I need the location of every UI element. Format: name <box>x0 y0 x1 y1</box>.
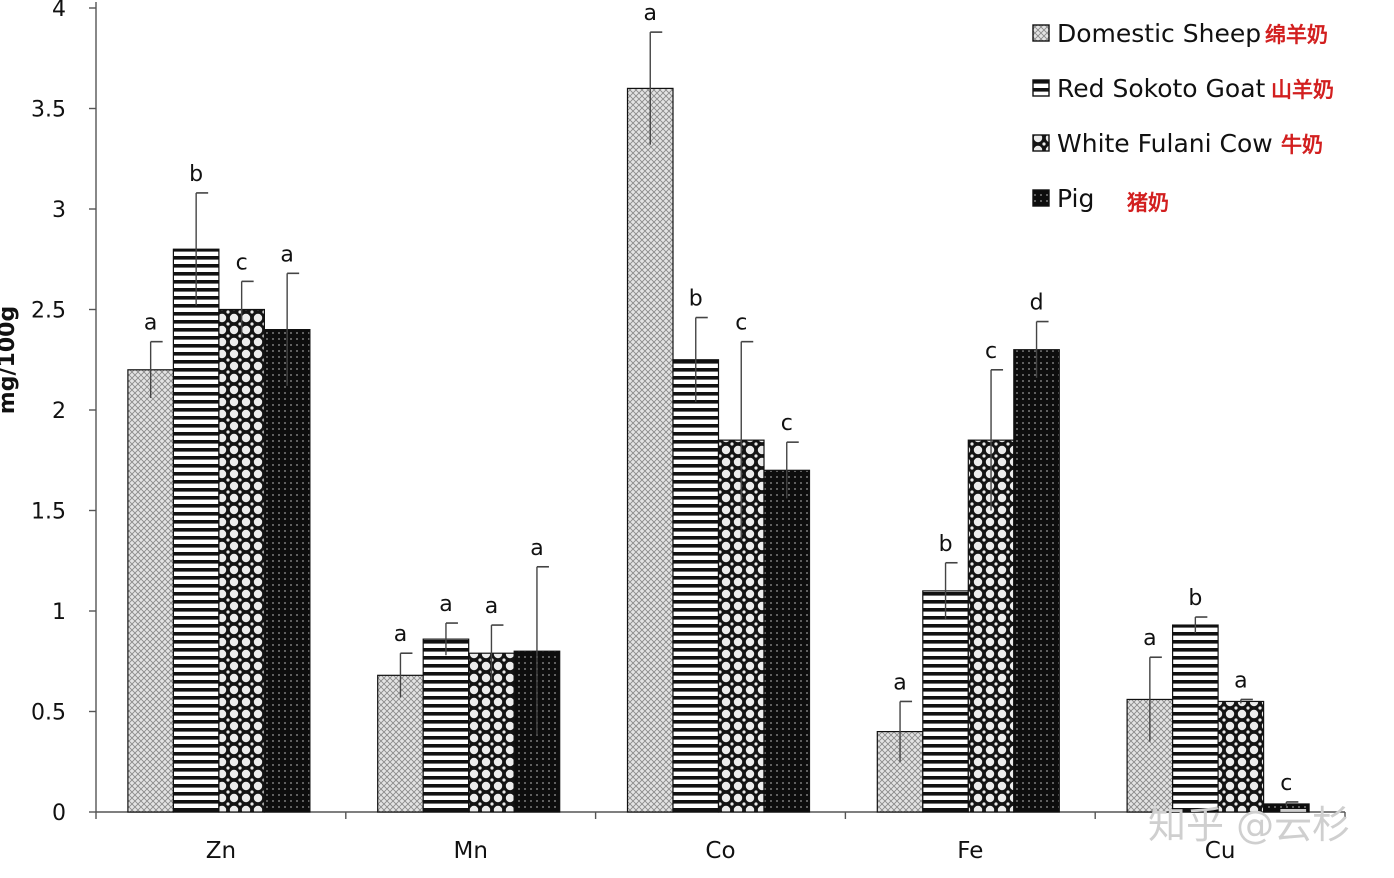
bar-zn-series-2 <box>218 308 265 813</box>
bar-zn-series-3 <box>263 329 311 813</box>
y-tick-label: 4 <box>52 0 66 22</box>
legend-entry-chinese-label: 山羊奶 <box>1271 78 1334 102</box>
watermark: 知乎 @云杉 <box>1148 803 1350 847</box>
significance-letter: a <box>1143 626 1156 651</box>
y-tick-label: 3.5 <box>31 98 66 123</box>
legend-entry-chinese-label: 猪奶 <box>1126 191 1169 215</box>
bar-co-series-0 <box>626 87 674 813</box>
bar-zn-series-0 <box>127 369 175 813</box>
legend-swatch <box>1032 79 1050 97</box>
significance-letter: c <box>1280 771 1292 796</box>
y-tick-label: 3 <box>52 198 66 223</box>
y-tick-label: 2.5 <box>31 299 66 324</box>
bar-co-series-3 <box>763 469 811 813</box>
x-category-label: Mn <box>453 838 487 864</box>
significance-letters-layer: a b c a a a a a a b c c a b c d a b a c <box>144 1 1292 796</box>
significance-letter: a <box>644 1 657 26</box>
bar-mn-series-0 <box>377 674 424 813</box>
y-axis: 0 0.5 1 1.5 2 2.5 3 3.5 4 <box>31 0 97 826</box>
legend-entry-label: Red Sokoto Goat <box>1057 74 1266 103</box>
significance-letter: d <box>1030 291 1044 316</box>
significance-letter: a <box>439 592 452 617</box>
legend: Domestic Sheep 绵羊奶 Red Sokoto Goat 山羊奶 White… <box>1032 19 1334 215</box>
significance-letter: b <box>189 162 203 187</box>
bar-cu-series-2 <box>1217 700 1265 813</box>
significance-letter: a <box>485 594 498 619</box>
error-bars-layer <box>149 31 1299 806</box>
x-category-label: Co <box>705 838 735 864</box>
significance-letter: a <box>530 536 543 561</box>
bar-fe-series-1 <box>922 590 969 813</box>
significance-letter: b <box>939 532 953 557</box>
significance-letter: a <box>280 242 293 267</box>
legend-entry-chinese-label: 牛奶 <box>1281 133 1323 157</box>
significance-letter: c <box>781 411 793 436</box>
significance-letter: c <box>236 250 248 275</box>
bars-layer <box>127 87 1310 813</box>
y-tick-label: 0.5 <box>31 701 66 726</box>
y-tick-label: 1.5 <box>31 500 66 525</box>
y-tick-label: 0 <box>52 801 66 826</box>
legend-swatch <box>1032 134 1050 152</box>
bar-zn-series-1 <box>172 248 220 813</box>
legend-swatch <box>1032 189 1050 207</box>
legend-entry-label: White Fulani Cow <box>1057 129 1273 158</box>
legend-swatch <box>1032 24 1050 42</box>
y-axis-label: mg/100g <box>0 306 20 414</box>
bar-co-series-1 <box>672 359 720 813</box>
legend-entry-chinese-label: 绵羊奶 <box>1265 23 1328 47</box>
significance-letter: b <box>689 287 703 312</box>
legend-entry-label: Pig <box>1057 184 1094 213</box>
x-category-label: Fe <box>957 838 983 864</box>
significance-letter: b <box>1188 586 1202 611</box>
bar-mn-series-1 <box>422 638 470 813</box>
bar-cu-series-1 <box>1171 624 1219 813</box>
y-tick-label: 1 <box>52 600 66 625</box>
x-category-label: Zn <box>206 838 236 864</box>
significance-letter: c <box>735 311 747 336</box>
bar-fe-series-3 <box>1013 349 1060 813</box>
x-category-label: Cu <box>1205 838 1236 864</box>
legend-entry-label: Domestic Sheep <box>1057 19 1261 48</box>
significance-letter: a <box>144 311 157 336</box>
significance-letter: a <box>1234 668 1247 693</box>
significance-letter: c <box>985 339 997 364</box>
significance-letter: a <box>394 622 407 647</box>
y-tick-label: 2 <box>52 399 66 424</box>
significance-letter: a <box>893 670 906 695</box>
